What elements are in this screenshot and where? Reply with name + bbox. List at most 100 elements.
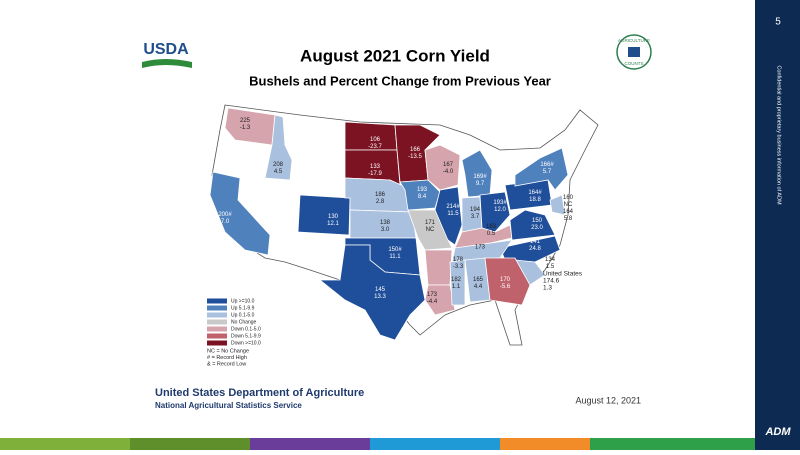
state-label: 18.8 <box>529 197 541 203</box>
state-label: 164# <box>528 190 542 196</box>
state-label: 225 <box>240 118 251 124</box>
state-label: 165 <box>473 277 484 283</box>
logo-swoosh <box>142 59 192 68</box>
stripe <box>590 438 755 450</box>
seal-bottom: COUNTS <box>625 61 644 66</box>
color-stripe <box>0 438 755 450</box>
state-label: 170 <box>500 277 511 283</box>
state-label: 166 <box>410 147 421 153</box>
state-label: 7.0 <box>221 219 230 225</box>
state-label: 3.7 <box>471 214 480 220</box>
state-label: 166# <box>540 162 554 168</box>
title: August 2021 Corn Yield <box>300 46 490 65</box>
state <box>479 191 511 233</box>
state-label: -4.4 <box>427 299 438 305</box>
subtitle: Bushels and Percent Change from Previous… <box>249 73 551 88</box>
state-label: 167 <box>443 162 454 168</box>
legend: Up >=10.0Up 5.1-9.9Up 0.1-5.0No ChangeDo… <box>207 298 261 367</box>
state-label: 12.0 <box>494 207 506 213</box>
state-label: 150# <box>388 247 402 253</box>
brand: ADM <box>764 426 791 438</box>
state-label: 186 <box>375 192 386 198</box>
legend-label: No Change <box>231 319 257 325</box>
state-label: -4.0 <box>443 169 454 175</box>
state-label: 183 <box>486 224 497 230</box>
state <box>318 244 426 341</box>
legend-label: Up 0.1-5.0 <box>231 312 255 318</box>
state-label: 3.0 <box>381 227 390 233</box>
state <box>484 257 531 306</box>
state-label: 208 <box>273 162 284 168</box>
state-label: 214# <box>446 204 460 210</box>
sidebar <box>755 0 800 450</box>
logo-text: USDA <box>143 41 189 58</box>
usda-logo: USDA <box>140 36 192 72</box>
slide-number: 5 <box>775 17 781 28</box>
stripe <box>0 438 130 450</box>
map: 225-1.32084.5200#7.013012.1106-23.7133-1… <box>209 104 599 346</box>
state-label: 1.1 <box>452 284 461 290</box>
state-label: NC <box>564 202 573 208</box>
state-label: 9.7 <box>476 181 485 187</box>
stripe <box>500 438 590 450</box>
stripe <box>250 438 370 450</box>
state <box>549 194 566 216</box>
state-label: -13.5 <box>408 154 422 160</box>
state <box>509 209 556 241</box>
state <box>424 249 453 286</box>
state-label: 145 <box>375 287 386 293</box>
state-label: 134 <box>545 257 556 263</box>
state-label: 171 <box>425 220 436 226</box>
state <box>264 114 293 181</box>
legend-swatch <box>207 298 227 304</box>
us-total: United States <box>543 271 583 278</box>
state-label: 200# <box>218 212 232 218</box>
state <box>407 209 453 251</box>
state-label: 4.4 <box>474 284 483 290</box>
state-label: 5.7 <box>543 169 552 175</box>
stripe <box>370 438 500 450</box>
nass-seal: AGRICULTURE COUNTS <box>616 34 652 70</box>
state-label: 2.8 <box>376 199 385 205</box>
seal-top: AGRICULTURE <box>618 38 650 43</box>
legend-label: Down >=10.0 <box>231 340 261 346</box>
state-label: 173 <box>427 292 438 298</box>
state <box>297 194 351 236</box>
state-label: -23.7 <box>368 144 382 150</box>
legend-swatch <box>207 333 227 339</box>
state-label: 13.3 <box>374 294 386 300</box>
state-label: 173 <box>475 245 486 251</box>
legend-label: Down 0.1-5.0 <box>231 326 261 332</box>
legend-note: NC = No Change <box>207 348 249 354</box>
state-label: 24.8 <box>529 246 541 252</box>
state-label: 164 <box>563 209 574 215</box>
us-total: 1.3 <box>543 285 552 292</box>
state-label: 133 <box>370 164 381 170</box>
footer-service: National Agricultural Statistics Service <box>155 401 302 410</box>
state-label: 23.0 <box>531 225 543 231</box>
state-label: -3.3 <box>453 264 464 270</box>
legend-label: Up >=10.0 <box>231 298 255 304</box>
state <box>209 171 271 256</box>
state-label: 141 <box>530 239 541 245</box>
seal-icon <box>628 47 640 57</box>
legend-swatch <box>207 340 227 346</box>
state-label: NC <box>426 227 435 233</box>
state-label: 160 <box>563 195 574 201</box>
legend-note: & = Record Low <box>207 361 246 367</box>
state <box>224 107 276 146</box>
state-label: 150 <box>532 218 543 224</box>
legend-swatch <box>207 319 227 325</box>
legend-label: Up 5.1-9.9 <box>231 305 255 311</box>
state-label: 130 <box>328 214 339 220</box>
state-label: 12.1 <box>327 221 339 227</box>
state-label: 182 <box>451 277 462 283</box>
state <box>424 144 461 191</box>
state-label: 169# <box>473 174 487 180</box>
state-label: 106 <box>370 137 381 143</box>
state-label: 4.5 <box>274 169 283 175</box>
state-label: 11.1 <box>389 254 401 260</box>
footer-date: August 12, 2021 <box>575 395 641 405</box>
state-label: 1.5 <box>546 264 555 270</box>
